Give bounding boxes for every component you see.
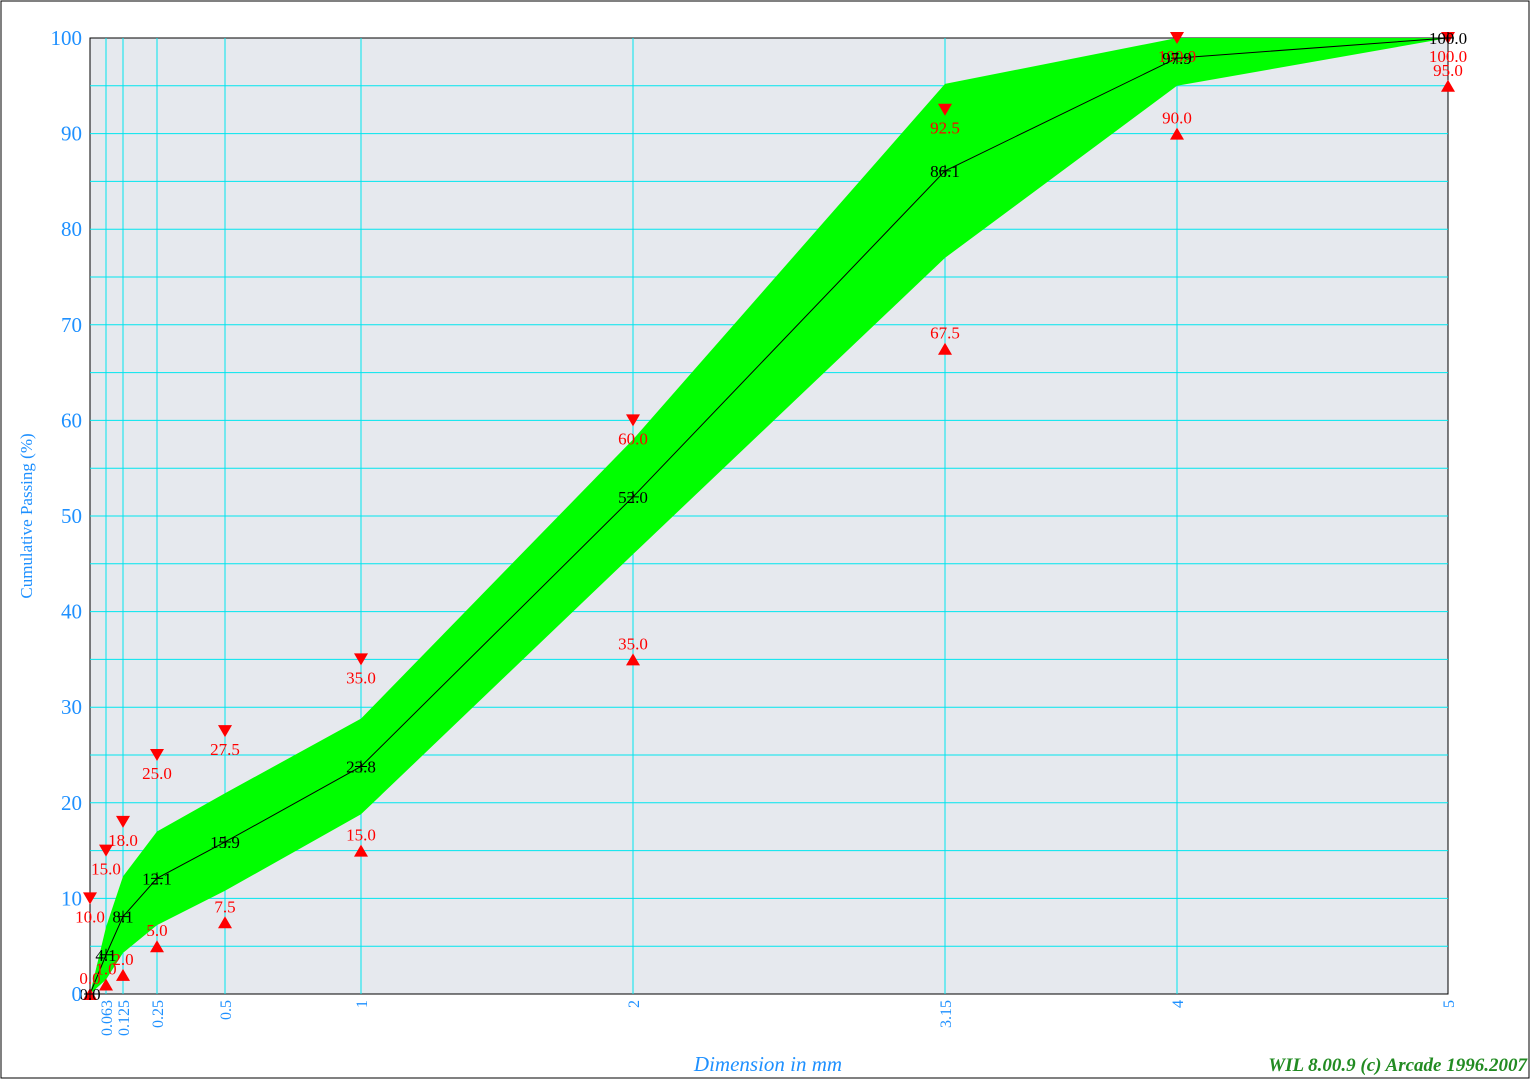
lower-limit-marker: [354, 844, 368, 857]
y-tick-label: 50: [61, 504, 82, 528]
lower-limit-label: 7.5: [214, 897, 235, 916]
upper-limit-label: 60.0: [618, 429, 648, 448]
upper-limit-marker: [626, 414, 640, 427]
lower-limit-marker: [218, 916, 232, 929]
curve-point: [84, 988, 96, 1000]
curve-point: [939, 164, 951, 177]
lower-limit-marker: [1441, 79, 1455, 92]
y-axis-title: Cumulative Passing (%): [17, 433, 36, 598]
x-tick-label: 0.5: [218, 1000, 235, 1020]
upper-limit-label: 10.0: [75, 907, 105, 926]
curve-value-label: 4.1: [95, 946, 116, 965]
x-tick-label: 1: [354, 1000, 371, 1008]
chart-marks: 10.0 15.0 18.0 25.0 27.5 35.0 60.0 92.5 100.0 100…: [75, 29, 1467, 1004]
lower-limit-label: 0.0: [79, 969, 100, 988]
upper-limit-label: 92.5: [930, 119, 960, 138]
curve-value-label: 12.1: [142, 869, 172, 888]
y-tick-label: 20: [61, 791, 82, 815]
y-tick-label: 40: [61, 600, 82, 624]
curve-point: [100, 948, 112, 961]
lower-limit-label: 35.0: [618, 634, 648, 653]
curve-value-label: 8.1: [112, 908, 133, 927]
lower-limit-marker: [1170, 127, 1184, 140]
y-tick-label: 80: [61, 217, 82, 241]
upper-limit-marker: [218, 725, 232, 738]
x-tick-label: 5: [1441, 1000, 1458, 1008]
lower-limit-marker: [938, 342, 952, 355]
lower-limit-label: 90.0: [1162, 109, 1192, 128]
lower-limit-marker: [626, 653, 640, 666]
curve-point: [219, 835, 231, 848]
curve-value-label: 23.8: [346, 757, 376, 776]
upper-limit-marker: [99, 844, 113, 857]
x-tick-label: 3.15: [938, 1000, 955, 1028]
curve-value-label: 0.0: [79, 985, 100, 1004]
upper-limit-marker: [83, 892, 97, 905]
lower-limit-marker: [150, 940, 164, 953]
grading-curve-line: [89, 37, 1449, 995]
upper-limit-marker: [116, 815, 130, 828]
curve-value-label: 15.9: [210, 833, 240, 852]
curve-point: [1171, 52, 1183, 65]
upper-limit-marker: [938, 103, 952, 116]
lower-limit-label: 2.0: [112, 950, 133, 969]
software-credit: WIL 8.00.9 (c) Arcade 1996.2007: [1268, 1055, 1528, 1076]
upper-limit-label: 18.0: [108, 831, 138, 850]
upper-limit-marker: [1170, 32, 1184, 44]
upper-limit-label: 25.0: [142, 764, 172, 783]
curve-point: [151, 872, 163, 885]
upper-limit-marker: [150, 749, 164, 761]
lower-limit-marker: [116, 968, 130, 981]
lower-limit-label: 15.0: [346, 826, 376, 845]
y-tick-label: 100: [51, 26, 83, 50]
curve-value-label: 97.9: [1162, 49, 1192, 68]
upper-limit-label: 27.5: [210, 740, 240, 759]
x-axis-title: Dimension in mm: [693, 1052, 842, 1076]
curve-value-label: 86.1: [930, 162, 960, 181]
lower-limit-label: 5.0: [146, 921, 167, 940]
y-axis-ticks: 0 10 20 30 40 50 60 70 80 90 100: [51, 26, 83, 1006]
y-tick-label: 70: [61, 313, 82, 337]
upper-limit-marker: [354, 653, 368, 666]
x-tick-label: 0.125: [116, 1000, 133, 1036]
x-tick-label: 4: [1170, 1000, 1187, 1008]
x-tick-label: 0.063: [99, 1000, 116, 1036]
curve-value-label: 52.0: [618, 488, 648, 507]
lower-limit-label: 67.5: [930, 324, 960, 343]
y-tick-label: 10: [61, 886, 82, 910]
y-tick-label: 60: [61, 408, 82, 432]
curve-point: [117, 910, 129, 923]
lower-limit-label: 1.0: [95, 959, 116, 978]
y-tick-label: 90: [61, 122, 82, 146]
curve-point: [355, 760, 367, 773]
curve-point: [1442, 32, 1454, 44]
y-tick-label: 30: [61, 695, 82, 719]
curve-value-label: 100.0: [1429, 29, 1467, 48]
upper-limit-label: 35.0: [346, 668, 376, 687]
curve-point: [627, 490, 639, 503]
y-tick-label: 0: [72, 982, 83, 1006]
lower-limit-label: 95.0: [1433, 61, 1463, 80]
lower-limit-marker: [99, 978, 113, 991]
x-tick-label: 2: [626, 1000, 643, 1008]
grid: [90, 38, 1448, 994]
upper-limit-label: 15.0: [91, 860, 121, 879]
x-tick-label: 0.25: [150, 1000, 167, 1028]
upper-limit-label: 100.0: [1429, 47, 1467, 66]
x-axis-ticks: 0.063 0.125 0.25 0.5 1 2 3.15 4 5: [99, 1000, 1458, 1036]
